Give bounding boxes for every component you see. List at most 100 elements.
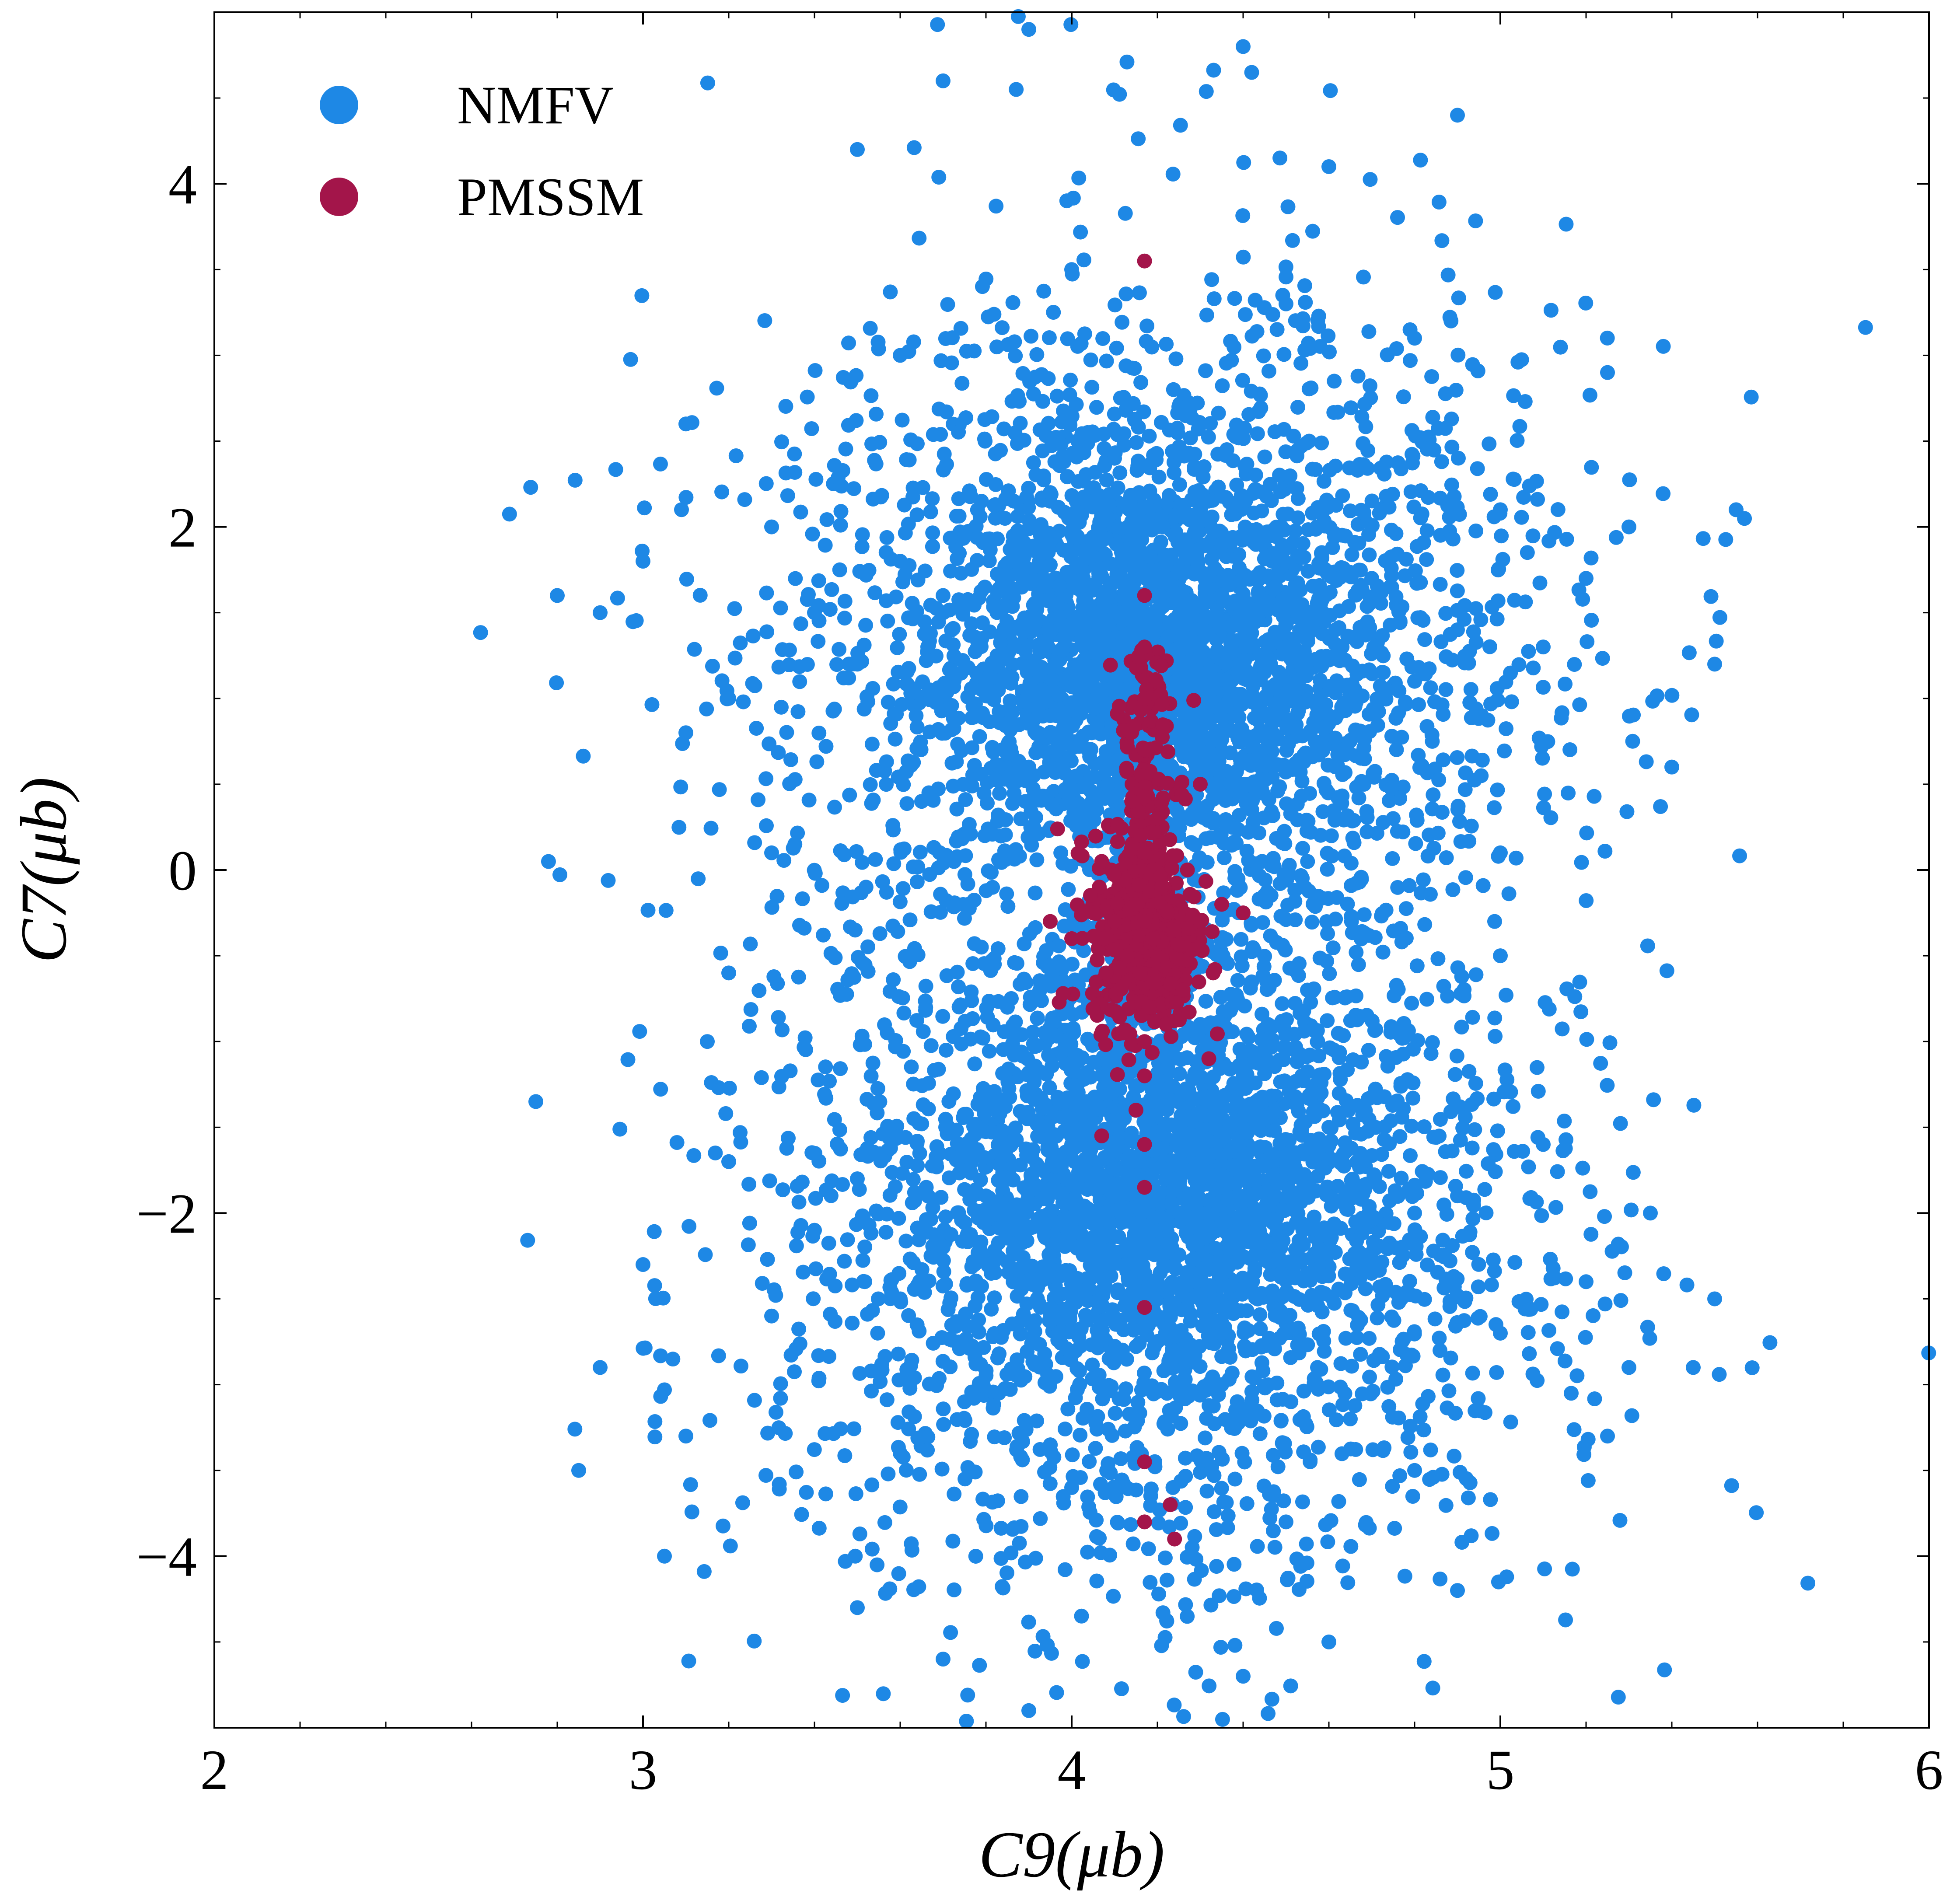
nmfv-point: [1356, 269, 1371, 285]
nmfv-point: [1199, 716, 1214, 731]
nmfv-point: [1394, 730, 1409, 745]
nmfv-point: [1129, 435, 1144, 450]
nmfv-point: [885, 919, 901, 934]
nmfv-point: [837, 1254, 852, 1269]
nmfv-point: [1231, 710, 1247, 725]
nmfv-point: [989, 656, 1004, 671]
nmfv-point: [1310, 1439, 1326, 1455]
nmfv-point: [1020, 659, 1035, 674]
nmfv-point: [1133, 375, 1149, 390]
nmfv-point: [1270, 1459, 1286, 1474]
nmfv-point: [1744, 1360, 1760, 1375]
nmfv-point: [1321, 1379, 1336, 1394]
nmfv-point: [1265, 307, 1280, 322]
nmfv-point: [1426, 787, 1441, 803]
nmfv-point: [949, 754, 964, 769]
nmfv-point: [1555, 1021, 1570, 1037]
nmfv-point: [1073, 1427, 1088, 1443]
nmfv-point: [1315, 804, 1331, 819]
nmfv-point: [1465, 1245, 1480, 1260]
nmfv-point: [1374, 646, 1389, 661]
nmfv-point: [1354, 1055, 1369, 1070]
nmfv-point: [905, 1172, 921, 1187]
nmfv-point: [718, 1106, 734, 1121]
nmfv-point: [783, 1348, 799, 1363]
nmfv-point: [1468, 601, 1484, 616]
nmfv-point: [1436, 1197, 1451, 1212]
nmfv-point: [1486, 1142, 1501, 1157]
nmfv-point: [1471, 1257, 1486, 1272]
nmfv-point: [1452, 1465, 1468, 1480]
nmfv-point: [1365, 1383, 1380, 1399]
nmfv-point: [1321, 328, 1336, 343]
nmfv-point: [1455, 1229, 1470, 1244]
nmfv-point: [1432, 1331, 1447, 1346]
nmfv-point: [1295, 1494, 1310, 1509]
nmfv-point: [1344, 1359, 1359, 1374]
nmfv-point: [1386, 923, 1401, 939]
nmfv-point: [1223, 636, 1238, 651]
nmfv-point: [1153, 415, 1169, 430]
nmfv-point: [1381, 793, 1397, 808]
nmfv-point: [896, 841, 912, 856]
nmfv-point: [864, 436, 880, 451]
nmfv-point: [1057, 919, 1072, 934]
nmfv-point: [1525, 528, 1541, 544]
nmfv-point: [933, 887, 948, 902]
nmfv-point: [1083, 352, 1098, 367]
nmfv-point: [783, 752, 798, 767]
nmfv-point: [822, 602, 838, 617]
nmfv-point: [1331, 1086, 1347, 1101]
nmfv-point: [745, 676, 760, 691]
nmfv-point: [1639, 754, 1654, 769]
nmfv-point: [1384, 1359, 1400, 1375]
nmfv-point: [866, 492, 881, 507]
nmfv-point: [1370, 1310, 1385, 1326]
nmfv-point: [1353, 1347, 1368, 1362]
nmfv-point: [951, 979, 966, 995]
nmfv-point: [1547, 525, 1562, 540]
nmfv-point: [1193, 1465, 1208, 1480]
nmfv-point: [687, 642, 702, 657]
nmfv-point: [1331, 1494, 1346, 1509]
nmfv-point: [1372, 1279, 1387, 1295]
nmfv-point: [1555, 1304, 1570, 1320]
nmfv-point: [1278, 444, 1293, 459]
nmfv-point: [1684, 707, 1699, 723]
nmfv-point: [909, 741, 925, 756]
nmfv-point: [1291, 752, 1307, 768]
nmfv-point: [867, 585, 883, 601]
nmfv-point: [1137, 1366, 1152, 1381]
nmfv-point: [773, 1376, 788, 1391]
nmfv-point: [1224, 507, 1239, 522]
nmfv-point: [1478, 1205, 1494, 1220]
nmfv-point: [1395, 779, 1411, 795]
nmfv-point: [1272, 779, 1287, 794]
nmfv-point: [1003, 693, 1018, 709]
nmfv-point: [1392, 1255, 1407, 1270]
nmfv-point: [1429, 1130, 1444, 1145]
nmfv-point: [888, 1039, 903, 1055]
nmfv-point: [787, 1364, 802, 1380]
nmfv-point: [1593, 1055, 1608, 1071]
nmfv-point: [1656, 1266, 1671, 1281]
nmfv-point: [846, 1421, 862, 1436]
nmfv-point: [992, 786, 1007, 801]
nmfv-point: [1295, 841, 1310, 856]
nmfv-point: [1510, 354, 1526, 370]
nmfv-point: [1458, 1290, 1474, 1306]
nmfv-point: [936, 1417, 951, 1432]
nmfv-point: [1366, 1241, 1381, 1257]
nmfv-point: [1231, 808, 1247, 823]
nmfv-point: [1348, 722, 1363, 737]
nmfv-point: [774, 434, 790, 450]
nmfv-point: [1012, 1535, 1027, 1551]
nmfv-point: [1442, 510, 1457, 525]
nmfv-point: [868, 852, 883, 867]
nmfv-point: [1436, 707, 1451, 722]
nmfv-point: [948, 1319, 964, 1334]
nmfv-point: [825, 703, 841, 719]
nmfv-point: [1470, 1091, 1485, 1106]
nmfv-point: [890, 640, 905, 655]
